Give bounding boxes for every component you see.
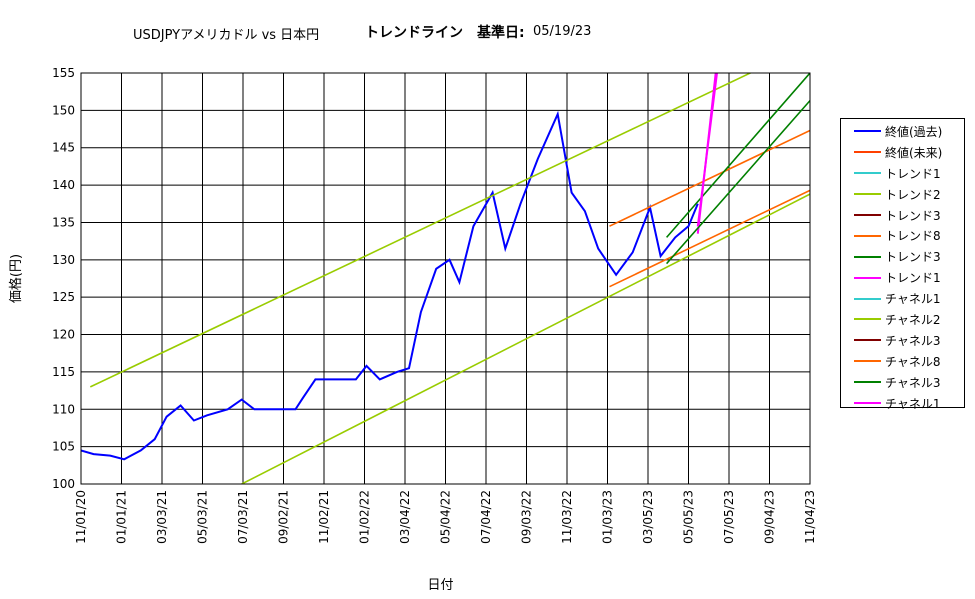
y-tick-label: 105	[52, 440, 75, 454]
legend-label: チャネル1	[885, 396, 941, 411]
y-tick-label: 110	[52, 402, 75, 416]
x-tick-label: 07/05/23	[722, 490, 736, 544]
legend-item: トレンド3	[841, 205, 964, 226]
legend-swatch	[854, 151, 881, 154]
x-tick-label: 03/03/21	[155, 490, 169, 544]
legend-item: トレンド3	[841, 246, 964, 267]
legend-item: トレンド1	[841, 267, 964, 288]
x-tick-label: 05/03/21	[196, 490, 210, 544]
legend-item: チャネル2	[841, 309, 964, 330]
y-axis-ticks: 100 105 110 115 120 125 130 135 140 145 150 155	[52, 66, 75, 491]
legend-label: 終値(未来)	[885, 145, 943, 160]
x-axis-label: 日付	[427, 578, 453, 593]
legend-swatch	[854, 193, 881, 196]
series-line-5	[609, 129, 810, 227]
series-line-11	[609, 189, 810, 288]
legend-swatch	[854, 234, 881, 237]
chart-series	[81, 73, 810, 484]
x-tick-label: 11/04/23	[803, 490, 817, 544]
x-tick-label: 03/04/22	[398, 490, 412, 544]
legend-item: トレンド1	[841, 163, 964, 184]
legend-label: トレンド3	[885, 208, 941, 223]
legend-label: チャネル8	[885, 354, 941, 369]
x-axis-ticks: 11/01/20 01/01/21 03/03/21 05/03/21 07/03/21…	[74, 490, 817, 544]
legend-item: 終値(未来)	[841, 142, 964, 163]
legend-label: 終値(過去)	[885, 124, 943, 139]
y-tick-label: 115	[52, 365, 75, 379]
legend-swatch	[854, 172, 881, 175]
legend-label: トレンド8	[885, 229, 941, 244]
chart-title: USDJPYアメリカドル vs 日本円	[133, 28, 320, 43]
series-line-3	[89, 73, 753, 388]
y-tick-label: 150	[52, 103, 75, 117]
legend-item: チャネル3	[841, 330, 964, 351]
x-tick-label: 05/04/22	[439, 490, 453, 544]
legend-item: トレンド8	[841, 225, 964, 246]
legend-item: チャネル3	[841, 372, 964, 393]
base-date: 05/19/23	[533, 24, 592, 39]
legend-swatch	[854, 297, 881, 300]
series-line-13	[696, 73, 718, 227]
x-tick-label: 01/01/21	[115, 490, 129, 544]
x-tick-label: 09/04/23	[763, 490, 777, 544]
legend-label: トレンド3	[885, 250, 941, 265]
legend-item: 終値(過去)	[841, 121, 964, 142]
legend-label: トレンド1	[885, 166, 941, 181]
x-tick-label: 01/03/23	[601, 490, 615, 544]
legend-swatch	[854, 360, 881, 363]
x-tick-label: 03/05/23	[641, 490, 655, 544]
y-tick-label: 130	[52, 253, 75, 267]
legend-item: チャネル1	[841, 393, 964, 414]
legend-swatch	[854, 402, 881, 405]
x-tick-label: 11/02/21	[317, 490, 331, 544]
y-tick-label: 135	[52, 215, 75, 229]
x-tick-label: 11/01/20	[74, 490, 88, 544]
legend-item: チャネル1	[841, 288, 964, 309]
y-tick-label: 140	[52, 178, 75, 192]
legend-label: チャネル3	[885, 375, 941, 390]
y-tick-label: 155	[52, 66, 75, 80]
legend-label: チャネル3	[885, 333, 941, 348]
legend-swatch	[854, 381, 881, 384]
series-line-9	[241, 193, 810, 484]
legend-swatch	[854, 130, 881, 133]
legend-label: トレンド2	[885, 187, 941, 202]
chart-legend: 終値(過去) 終値(未来) トレンド1 トレンド2 トレンド3 トレンド8 トレンド3 トレン…	[840, 118, 965, 411]
x-tick-label: 09/03/22	[520, 490, 534, 544]
y-tick-label: 145	[52, 141, 75, 155]
legend-swatch	[854, 214, 881, 216]
chart-grid	[80, 72, 811, 485]
legend-item: トレンド2	[841, 184, 964, 205]
x-tick-label: 09/02/21	[277, 490, 291, 544]
legend-swatch	[854, 318, 881, 321]
legend-swatch	[854, 255, 881, 258]
y-tick-label: 120	[52, 328, 75, 342]
series-line-0	[81, 110, 699, 461]
legend-label: チャネル2	[885, 312, 941, 327]
legend-label: トレンド1	[885, 271, 941, 286]
x-tick-label: 07/03/21	[236, 490, 250, 544]
y-tick-label: 100	[52, 477, 75, 491]
y-tick-label: 125	[52, 290, 75, 304]
x-tick-label: 01/02/22	[358, 490, 372, 544]
legend-item: チャネル8	[841, 351, 964, 372]
legend-swatch	[854, 276, 881, 279]
plot-frame	[80, 72, 811, 485]
x-tick-label: 07/04/22	[479, 490, 493, 544]
x-tick-label: 05/05/23	[682, 490, 696, 544]
legend-label: チャネル1	[885, 292, 941, 307]
x-tick-label: 11/03/22	[560, 490, 574, 544]
series-line-12	[665, 100, 810, 265]
trend-title: トレンドライン 基準日:	[365, 25, 525, 41]
legend-swatch	[854, 339, 881, 342]
y-axis-label: 価格(円)	[8, 254, 24, 303]
series-line-6	[665, 73, 810, 238]
